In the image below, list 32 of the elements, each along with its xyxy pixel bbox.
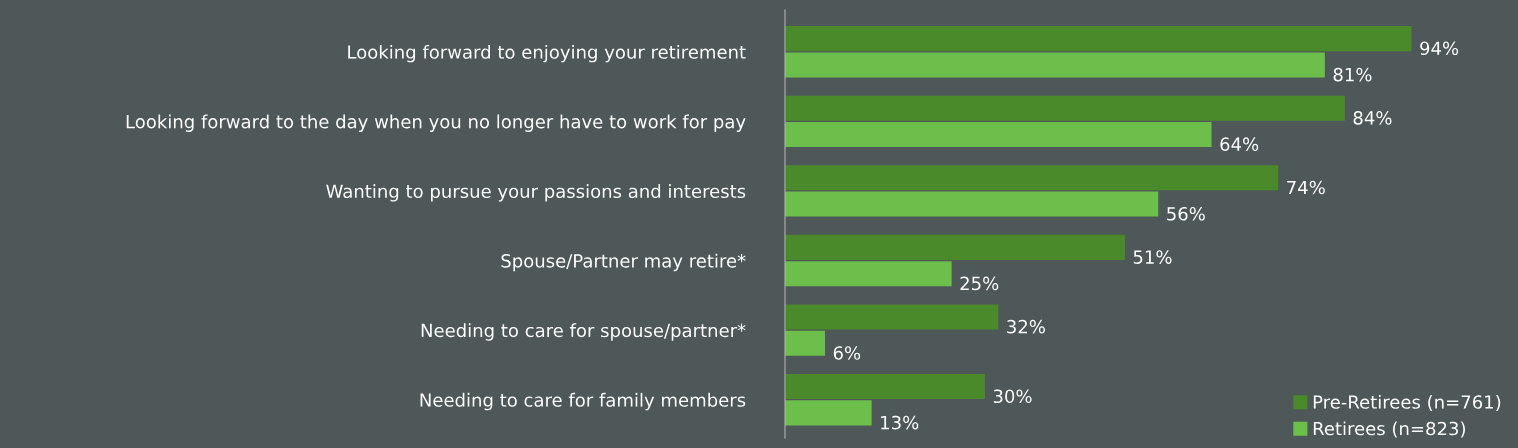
data-label: 13% bbox=[881, 415, 919, 430]
data-label: 56% bbox=[1167, 206, 1205, 221]
bar bbox=[785, 234, 1125, 260]
y-tick-label: Wanting to pursue your passions and interests bbox=[326, 184, 746, 202]
data-label: 74% bbox=[1287, 180, 1325, 195]
bar bbox=[785, 95, 1345, 121]
bar bbox=[785, 330, 825, 356]
bar bbox=[785, 191, 1159, 217]
bar bbox=[785, 304, 999, 330]
data-label: 30% bbox=[993, 389, 1032, 404]
data-label: 51% bbox=[1133, 250, 1172, 264]
y-tick-label: Looking forward to enjoying your retirement bbox=[348, 44, 746, 63]
y-tick-label: Needing to care for family members bbox=[420, 392, 746, 411]
data-label: 25% bbox=[960, 276, 999, 291]
y-tick-label: Spouse/Partner may retire* bbox=[501, 253, 746, 272]
bar bbox=[785, 121, 1212, 148]
data-label: 84% bbox=[1353, 111, 1392, 125]
legend-label: Pre-Retirees (n=761) bbox=[1313, 394, 1501, 411]
data-label: 94% bbox=[1420, 41, 1459, 56]
bar bbox=[785, 165, 1279, 191]
bar bbox=[785, 52, 1325, 78]
data-label: 32% bbox=[1007, 319, 1045, 334]
y-tick-label: Needing to care for spouse/partner* bbox=[421, 323, 746, 341]
data-label: 81% bbox=[1333, 67, 1372, 82]
data-label: 64% bbox=[1220, 137, 1259, 152]
bar bbox=[785, 374, 985, 400]
bar bbox=[785, 26, 1412, 52]
data-label: 6% bbox=[833, 346, 861, 360]
bar bbox=[785, 400, 872, 426]
bar bbox=[785, 261, 952, 287]
y-tick-label: Looking forward to the day when you no longer have to work for pay bbox=[126, 114, 746, 132]
legend-label: Retirees (n=823) bbox=[1313, 421, 1465, 438]
